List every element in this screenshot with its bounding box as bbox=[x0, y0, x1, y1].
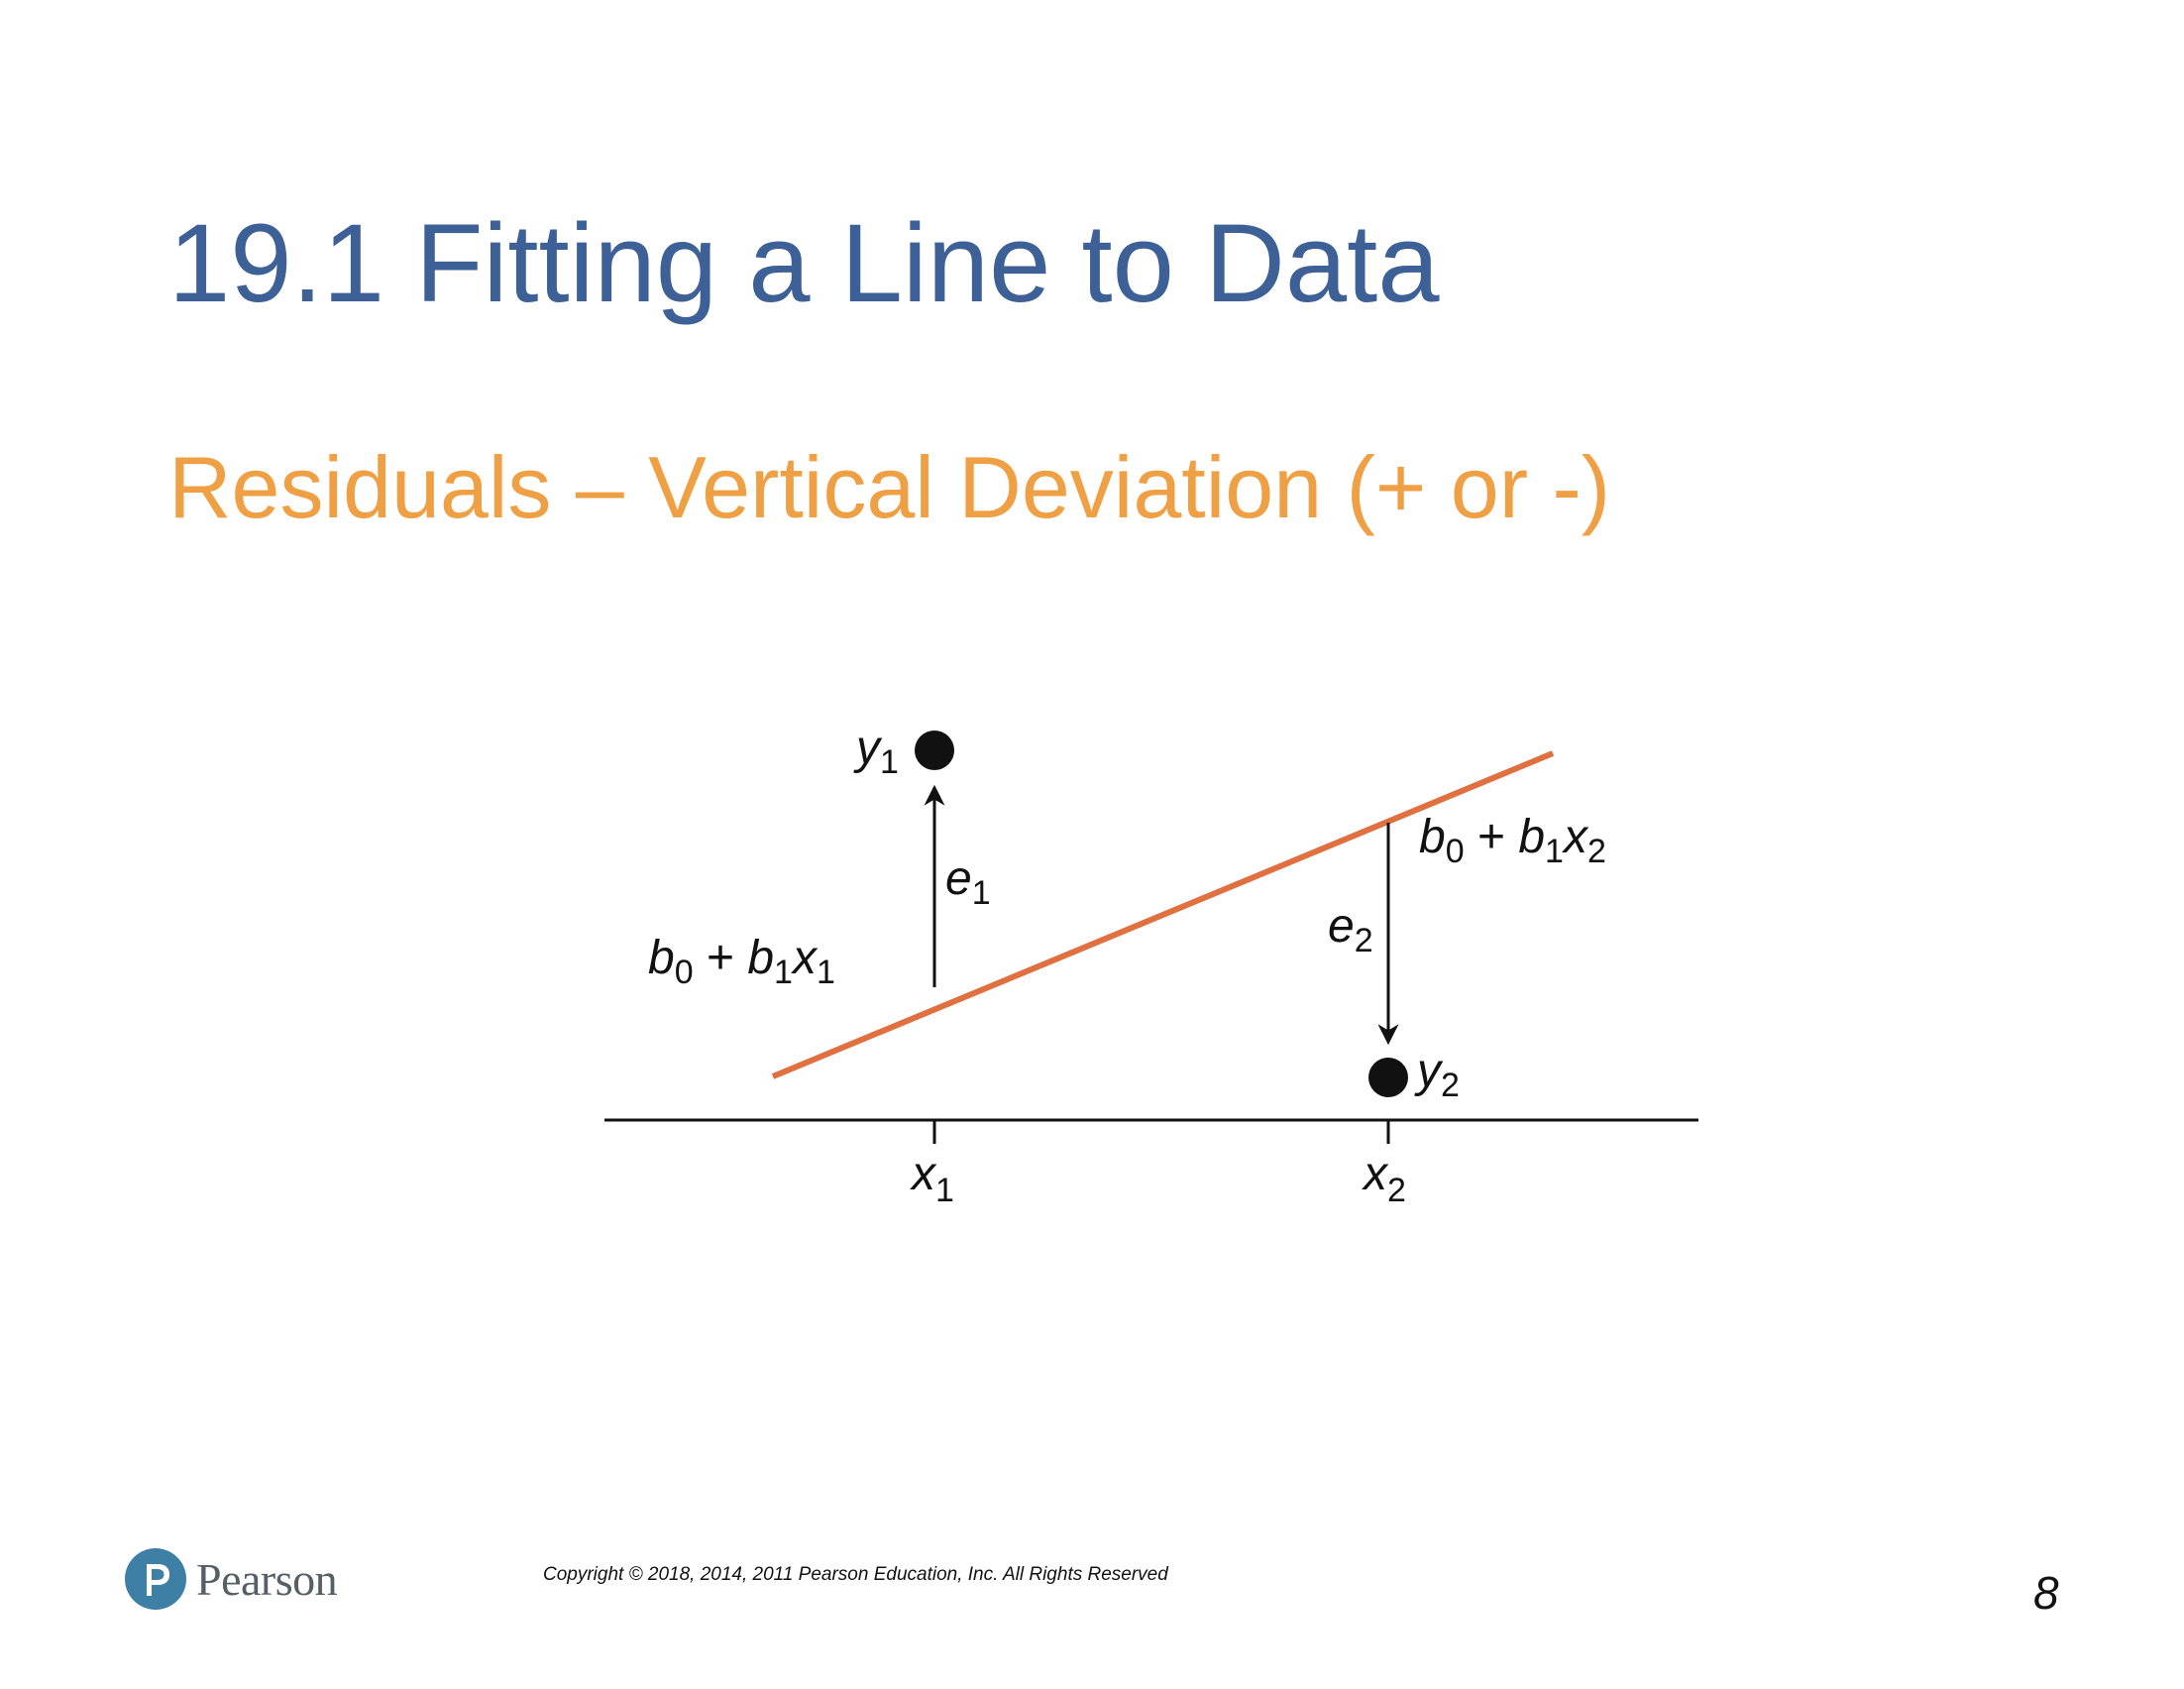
y2-label: y2 bbox=[1414, 1045, 1460, 1104]
copyright-notice: Copyright © 2018, 2014, 2011 Pearson Edu… bbox=[543, 1564, 1168, 1585]
slide-title: 19.1 Fitting a Line to Data bbox=[168, 201, 1440, 325]
slide-subtitle: Residuals – Vertical Deviation (+ or -) bbox=[168, 438, 1611, 536]
page-number: 8 bbox=[2033, 1567, 2059, 1619]
x2-tick-label: x2 bbox=[1362, 1148, 1406, 1209]
e1-label: e1 bbox=[945, 852, 991, 912]
pearson-logo: Pearson bbox=[125, 1548, 338, 1610]
data-point-2 bbox=[1368, 1058, 1408, 1097]
data-point-1 bbox=[915, 731, 954, 770]
y1-label: y1 bbox=[853, 722, 899, 781]
pearson-p-icon bbox=[125, 1548, 186, 1610]
fitted-value-2-label: b0 + b1x2 bbox=[1419, 811, 1606, 870]
x1-tick-label: x1 bbox=[910, 1148, 954, 1209]
regression-line bbox=[771, 750, 1555, 1079]
fitted-value-1-label: b0 + b1x1 bbox=[648, 932, 835, 991]
e2-label: e2 bbox=[1328, 900, 1373, 959]
pearson-wordmark: Pearson bbox=[196, 1553, 338, 1605]
